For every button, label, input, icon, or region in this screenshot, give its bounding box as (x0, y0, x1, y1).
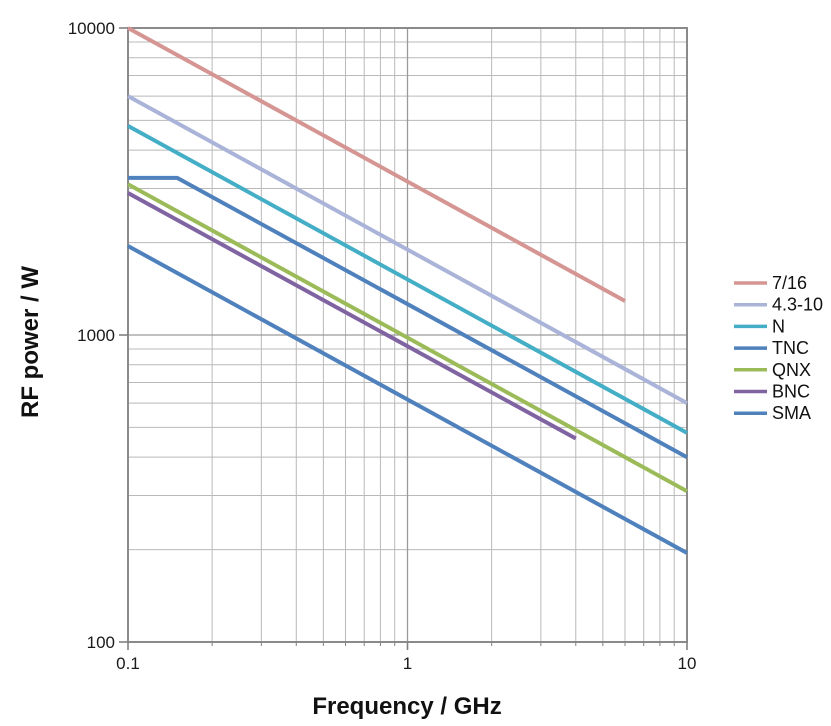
x-tick-label: 10 (678, 654, 697, 673)
series-line-n (127, 124, 688, 435)
legend-label-sma: SMA (772, 403, 811, 423)
series-line-tnc (128, 175, 688, 459)
series-line-qnx (127, 182, 688, 493)
legend-item-4-3-10: 4.3-10 (734, 295, 823, 315)
axis-tick-labels: 0.1 1 10 100 1000 10000 (68, 19, 697, 673)
x-axis-title: Frequency / GHz (312, 693, 501, 720)
legend-item-qnx: QNX (734, 360, 811, 380)
x-tick-label: 1 (403, 654, 412, 673)
series-line-4-3-10 (127, 94, 688, 405)
legend-label-qnx: QNX (772, 360, 811, 380)
legend-item-n: N (734, 316, 785, 336)
y-tick-label: 100 (87, 633, 115, 652)
y-tick-label: 10000 (68, 19, 115, 38)
legend-item-bnc: BNC (734, 382, 810, 402)
series-line-sma (127, 244, 688, 555)
legend-label-tnc: TNC (772, 338, 809, 358)
series-line-7-16 (127, 26, 626, 303)
series-line-bnc (127, 191, 577, 441)
legend-item-sma: SMA (734, 403, 811, 423)
legend-label-7-16: 7/16 (772, 273, 807, 293)
legend-item-tnc: TNC (734, 338, 809, 358)
legend-item-7-16: 7/16 (734, 273, 807, 293)
y-tick-label: 1000 (77, 326, 115, 345)
x-tick-label: 0.1 (116, 654, 140, 673)
legend-label-bnc: BNC (772, 382, 810, 402)
axis-ticks (119, 27, 688, 650)
legend-label-4-3-10: 4.3-10 (772, 295, 823, 315)
legend-label-n: N (772, 316, 785, 336)
data-series-lines (127, 26, 688, 555)
y-axis-title: RF power / W (17, 266, 44, 418)
